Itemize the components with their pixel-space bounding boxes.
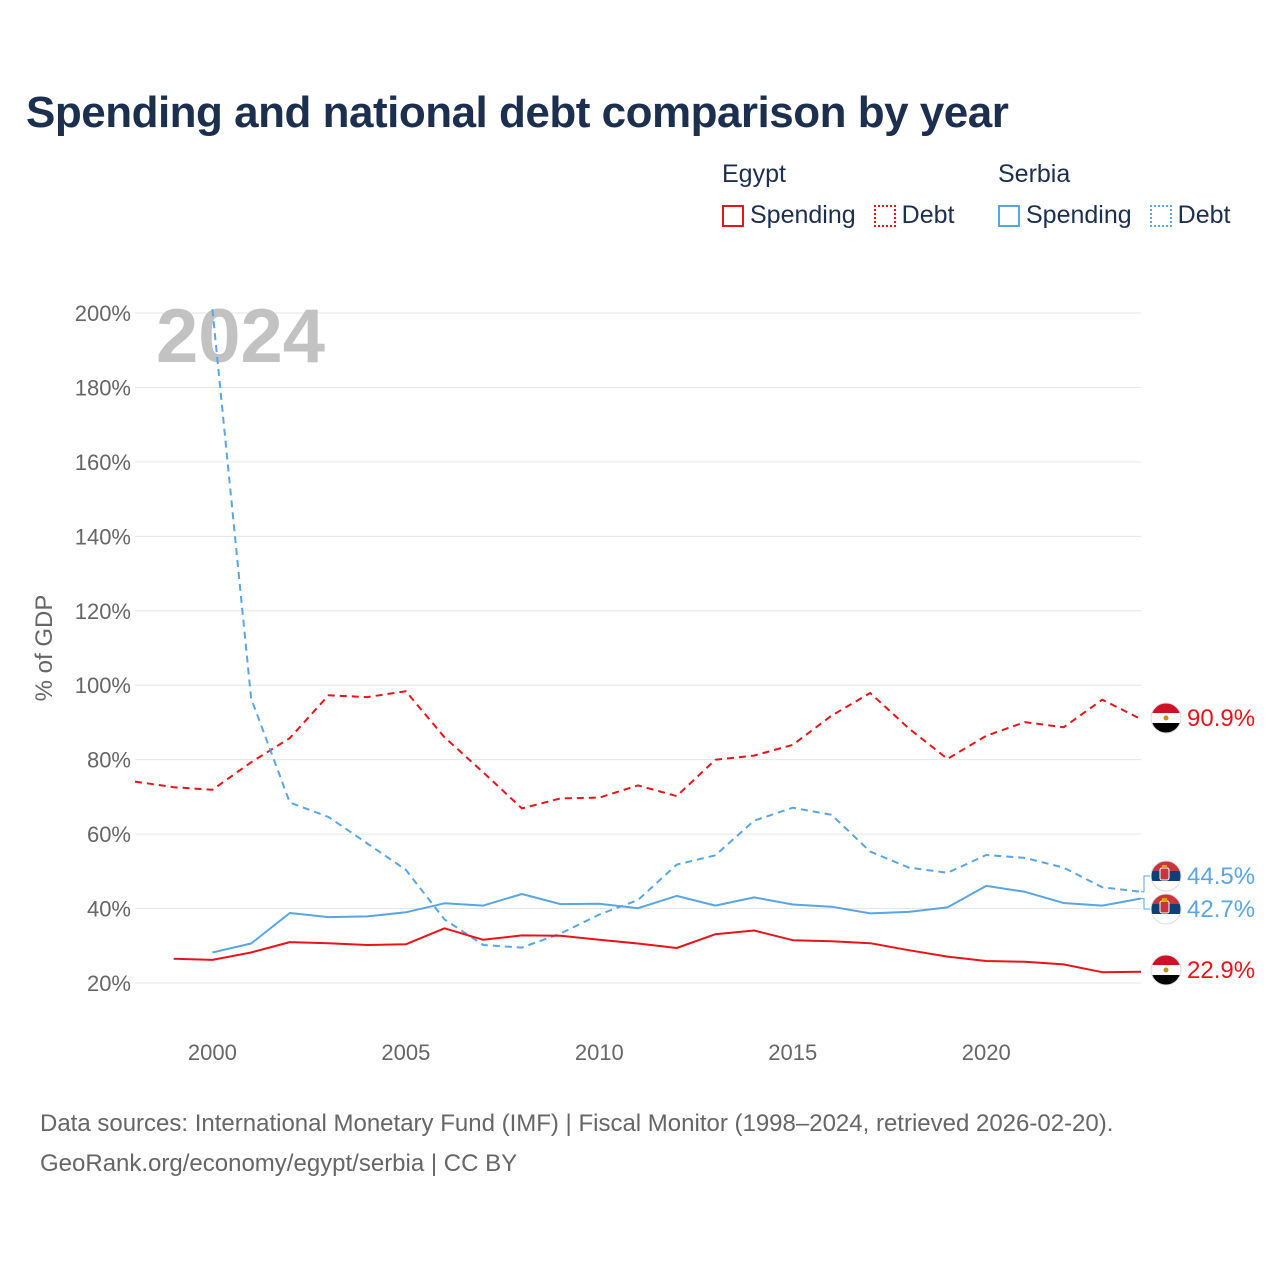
y-tick-label: 180% [75, 375, 131, 400]
series-line-serbia-spending [212, 884, 1142, 954]
serbia-flag-icon [1151, 861, 1181, 891]
serbia-flag-icon [1151, 894, 1181, 924]
end-flags [1150, 702, 1182, 986]
legend-swatch-dotted-icon [1149, 204, 1172, 227]
footer: Data sources: International Monetary Fun… [40, 1104, 1113, 1184]
series-lines [134, 309, 1142, 974]
y-axis-label: % of GDP [31, 595, 58, 702]
y-tick-label: 80% [87, 748, 131, 773]
legend-country-egypt: Egypt [722, 160, 786, 188]
legend-group-egypt: Egypt Spending Debt [722, 160, 972, 230]
x-axis-ticks: 2000 2005 2010 2015 2020 [188, 1040, 1011, 1065]
legend-swatch-solid-icon [722, 204, 744, 227]
y-tick-label: 40% [87, 897, 131, 922]
end-label-egypt-debt: 90.9% [1187, 705, 1255, 732]
y-tick-label: 100% [75, 673, 131, 698]
label-connectors [1141, 875, 1150, 910]
legend-label: Spending [750, 201, 856, 229]
legend-item-serbia-debt[interactable]: Debt [1149, 201, 1231, 230]
x-tick-label: 2000 [188, 1040, 237, 1065]
legend-item-egypt-debt[interactable]: Debt [873, 201, 955, 230]
legend-swatch-solid-icon [998, 204, 1020, 227]
series-line-serbia-debt [211, 309, 1142, 949]
grid-lines [135, 312, 1141, 984]
label-connector [1141, 875, 1150, 893]
x-tick-label: 2015 [768, 1040, 817, 1065]
chart-title: Spending and national debt comparison by… [26, 88, 1009, 137]
legend-label: Spending [1026, 201, 1132, 229]
legend-item-egypt-spending[interactable]: Spending [722, 201, 856, 230]
year-watermark: 2024 [156, 294, 325, 379]
attribution-text: GeoRank.org/economy/egypt/serbia | CC BY [40, 1150, 518, 1177]
series-line-egypt-spending [173, 927, 1142, 974]
legend-label: Debt [901, 201, 955, 229]
egypt-flag-icon [1151, 955, 1181, 985]
x-tick-label: 2010 [575, 1040, 624, 1065]
egypt-flag-icon [1151, 703, 1181, 733]
end-label-serbia-spending: 42.7% [1187, 896, 1255, 923]
legend-country-serbia: Serbia [998, 160, 1071, 188]
label-connector [1141, 898, 1150, 910]
y-tick-label: 140% [75, 524, 131, 549]
end-label-serbia-debt: 44.5% [1187, 863, 1255, 890]
end-label-egypt-spending: 22.9% [1187, 957, 1255, 984]
y-tick-label: 200% [75, 301, 131, 326]
legend-item-serbia-spending[interactable]: Spending [998, 201, 1132, 230]
y-tick-label: 120% [75, 599, 131, 624]
legend-group-serbia: Serbia Spending Debt [998, 160, 1230, 230]
x-tick-label: 2020 [962, 1040, 1011, 1065]
y-axis-ticks: 20% 40% 60% 80% 100% 120% 140% 160% 180% 200% [75, 301, 131, 996]
series-line-egypt-debt [134, 690, 1142, 810]
x-tick-label: 2005 [381, 1040, 430, 1065]
end-labels: 90.9% 44.5% 42.7% 22.9% [1187, 705, 1255, 984]
y-tick-label: 60% [87, 822, 131, 847]
legend-swatch-dotted-icon [873, 204, 896, 227]
data-source-text: Data sources: International Monetary Fun… [40, 1110, 1114, 1137]
y-tick-label: 160% [75, 450, 131, 475]
y-tick-label: 20% [87, 971, 131, 996]
legend-label: Debt [1177, 201, 1231, 229]
